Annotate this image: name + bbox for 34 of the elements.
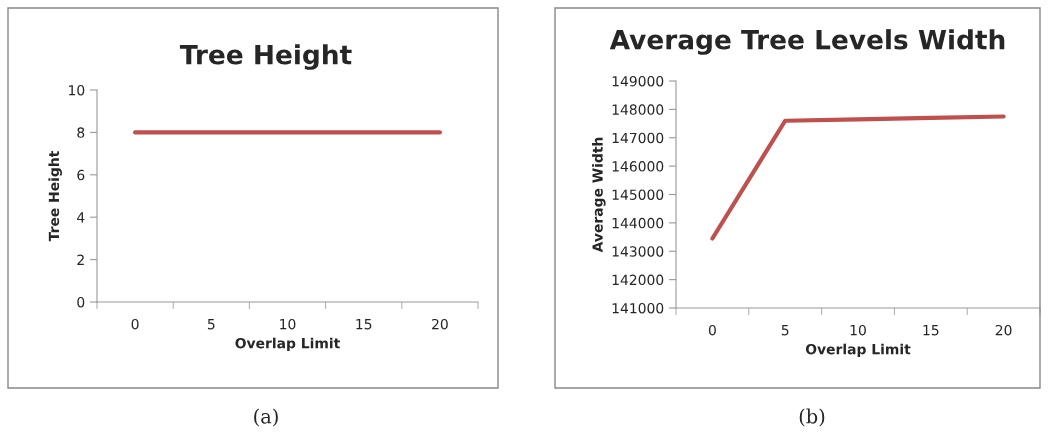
x-tick-label: 5 xyxy=(207,319,215,330)
y-tick-label: 141000 xyxy=(612,302,664,314)
x-axis-title: Overlap Limit xyxy=(805,343,911,358)
y-axis-title: Tree Height xyxy=(48,150,62,242)
x-tick-label: 15 xyxy=(356,319,372,330)
y-tick-label: 148000 xyxy=(612,104,664,115)
y-tick-label: 8 xyxy=(77,127,85,138)
x-tick-label: 10 xyxy=(280,318,296,330)
y-tick-label: 0 xyxy=(77,296,85,308)
y-axis-title: Average Width xyxy=(592,137,606,253)
y-tick-label: 4 xyxy=(77,212,85,223)
y-tick-label: 146000 xyxy=(612,161,664,172)
text: (b) xyxy=(799,408,825,427)
x-tick-label: 20 xyxy=(432,318,448,330)
line-series xyxy=(710,114,1006,241)
x-tick-label: 0 xyxy=(131,318,139,330)
x-axis-title: Overlap Limit xyxy=(235,337,340,352)
y-tick-label: 142000 xyxy=(612,274,664,286)
y-tick-label: 147000 xyxy=(612,132,664,144)
y-tick-label: 144000 xyxy=(612,217,664,229)
y-tick-label: 6 xyxy=(77,169,85,181)
y-tick-label: 149000 xyxy=(612,75,664,87)
chart-title: Average Tree Levels Width xyxy=(609,29,1005,55)
chart-title: Tree Height xyxy=(179,44,352,70)
y-tick-label: 145000 xyxy=(612,189,664,200)
x-tick-label: 5 xyxy=(781,325,789,336)
y-tick-label: 143000 xyxy=(612,246,664,257)
text: (a) xyxy=(254,408,278,427)
x-tick-label: 10 xyxy=(850,324,866,336)
x-tick-label: 20 xyxy=(995,324,1012,336)
x-tick-label: 15 xyxy=(923,325,939,336)
y-tick-label: 10 xyxy=(69,84,85,96)
y-tick-label: 2 xyxy=(77,254,84,265)
x-tick-label: 0 xyxy=(708,324,716,336)
